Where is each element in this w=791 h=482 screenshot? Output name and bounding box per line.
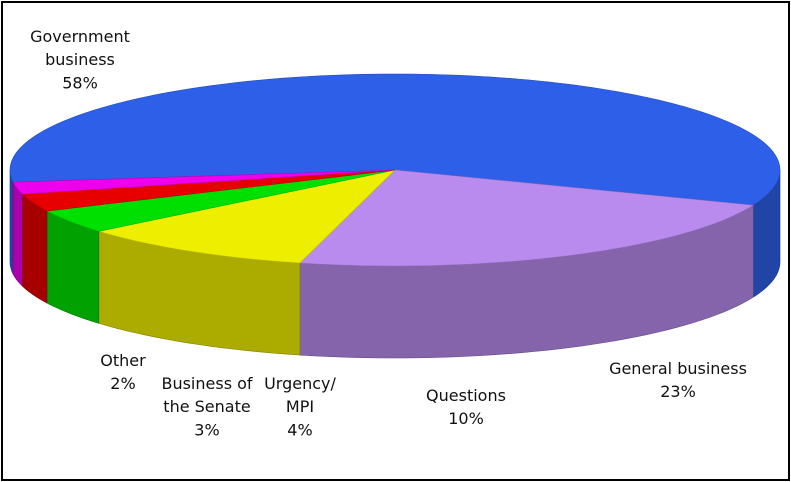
pie-name-label-government-business: business: [45, 50, 115, 69]
pie-label-other: Other 2%: [100, 351, 146, 393]
pie-value-label-urgency-mpi: 4%: [287, 420, 312, 439]
pie-label-urgency-mpi: Urgency/MPI 4%: [264, 374, 336, 439]
pie-name-label-business-of-the-senate: Business of: [161, 374, 252, 393]
pie-name-label-urgency-mpi: Urgency/: [264, 374, 336, 393]
pie-name-label-general-business: General business: [609, 359, 747, 378]
pie-slice-other: [12, 169, 396, 195]
pie-value-label-other: 2%: [110, 374, 135, 393]
pie-name-label-other: Other: [100, 351, 146, 370]
pie-value-label-questions: 10%: [448, 409, 484, 428]
pie-slice-general-business: [299, 169, 755, 267]
pie-value-label-business-of-the-senate: 3%: [194, 420, 219, 439]
pie-label-government-business: Government business 58%: [30, 27, 130, 92]
pie-sides: [9, 169, 781, 359]
pie-labels: Government business 58% General business 23%…: [30, 27, 747, 439]
pie-slice-government-business: [9, 73, 781, 206]
pie-value-label-government-business: 58%: [62, 73, 98, 92]
pie-label-questions: Questions 10%: [426, 386, 506, 428]
pie-name-label-business-of-the-senate: the Senate: [163, 397, 250, 416]
pie-label-general-business: General business 23%: [609, 359, 747, 401]
pie-side-other: [12, 181, 23, 287]
pie-label-business-of-the-senate: Business of the Senate 3%: [161, 374, 252, 439]
pie-side-business-of-the-senate: [21, 193, 48, 304]
pie-name-label-government-business: Government: [30, 27, 130, 46]
pie-value-label-general-business: 23%: [660, 382, 696, 401]
pie-slice-questions: [98, 169, 396, 264]
pie-name-label-urgency-mpi: MPI: [286, 397, 314, 416]
pie-slice-urgency-mpi: [45, 169, 396, 232]
pie-side-government-business-1: [9, 169, 14, 275]
pie-tops: [9, 73, 781, 267]
pie-slice-business-of-the-senate: [21, 169, 396, 212]
pie-name-label-questions: Questions: [426, 386, 506, 405]
